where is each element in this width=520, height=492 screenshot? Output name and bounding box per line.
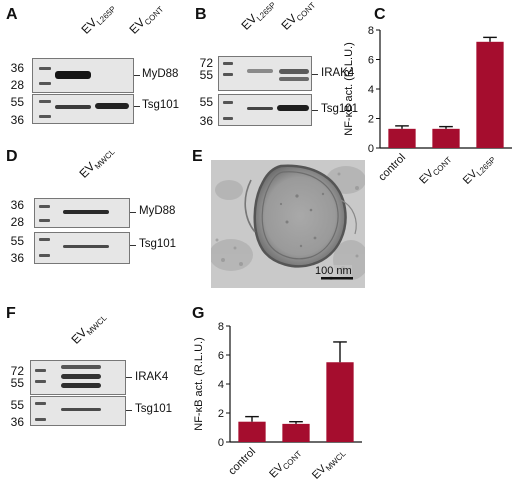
category-label: control bbox=[226, 446, 258, 478]
bar bbox=[238, 421, 266, 442]
band-label-tsg101: Tsg101 bbox=[142, 99, 180, 111]
band-label-myd88: MyD88 bbox=[139, 205, 176, 217]
marker-label: 36 bbox=[10, 61, 24, 75]
y-tick-label: 8 bbox=[368, 25, 374, 37]
marker-label: 55 bbox=[199, 95, 213, 109]
lane-label-f-1: EVMWCL bbox=[68, 313, 109, 347]
marker-label: 36 bbox=[10, 251, 24, 265]
panel-letter-g: G bbox=[192, 305, 205, 322]
electron-micrograph: 100 nm bbox=[209, 160, 369, 288]
band-label-tsg101: Tsg101 bbox=[321, 103, 359, 115]
marker-label: 55 bbox=[10, 376, 24, 390]
marker-label: 36 bbox=[10, 198, 24, 212]
panel-letter-c: C bbox=[374, 6, 386, 23]
marker-label: 28 bbox=[10, 215, 24, 229]
marker-label: 28 bbox=[10, 78, 24, 92]
marker-label: 55 bbox=[10, 398, 24, 412]
category-label: control bbox=[376, 152, 408, 184]
band-label-tsg101: Tsg101 bbox=[135, 403, 173, 415]
marker-label: 36 bbox=[10, 113, 24, 127]
bar-chart-g: 0 2 4 6 8 NF-κB act. (R.L.U.) control EVCONTEVM… bbox=[193, 321, 362, 483]
y-tick-label: 6 bbox=[368, 55, 374, 67]
bar bbox=[326, 362, 354, 442]
blot-d-myd88 bbox=[34, 198, 130, 228]
lane-label-a-1: EVL265P bbox=[78, 4, 118, 37]
category-label: EVCONT bbox=[417, 152, 453, 188]
y-tick-label: 0 bbox=[368, 143, 374, 155]
band-label-irak4: IRAK4 bbox=[135, 371, 169, 383]
bar bbox=[476, 41, 504, 148]
lane-label-d-1: EVMWCL bbox=[76, 147, 117, 181]
y-tick-label: 4 bbox=[368, 84, 374, 96]
band-label-irak4: IRAK4 bbox=[321, 67, 355, 79]
marker-label: 55 bbox=[10, 234, 24, 248]
blot-f-tsg101 bbox=[30, 396, 126, 426]
marker-label: 36 bbox=[10, 415, 24, 429]
bar-chart-c: 0 2 4 6 8 NF-κB act. (R.L.U.) control EVCONT EVL… bbox=[343, 25, 512, 189]
category-label: EVCONT bbox=[267, 446, 303, 482]
blot-f-irak4 bbox=[30, 360, 126, 395]
bar bbox=[282, 423, 310, 442]
blot-a-tsg101 bbox=[32, 94, 134, 124]
blot-b-tsg101 bbox=[218, 94, 312, 126]
panel-letter-e: E bbox=[192, 148, 203, 165]
marker-label: 72 bbox=[10, 364, 24, 378]
marker-label: 55 bbox=[199, 68, 213, 82]
y-tick-label: 4 bbox=[218, 379, 224, 391]
bar bbox=[388, 128, 416, 148]
y-tick-label: 0 bbox=[218, 437, 224, 449]
blot-a-myd88 bbox=[32, 58, 134, 93]
y-tick-label: 6 bbox=[218, 350, 224, 362]
y-tick-label: 2 bbox=[368, 114, 374, 126]
marker-label: 36 bbox=[199, 114, 213, 128]
y-tick-label: 2 bbox=[218, 408, 224, 420]
category-label: EVL265P bbox=[461, 152, 498, 189]
band-label-tsg101: Tsg101 bbox=[139, 238, 177, 250]
category-label: EVMWCL bbox=[310, 445, 348, 483]
lane-label-b-1: EVL265P bbox=[238, 0, 278, 33]
lane-label-b-2: EVCONT bbox=[278, 0, 318, 33]
panel-letter-f: F bbox=[6, 305, 16, 322]
scale-bar-label: 100 nm bbox=[315, 265, 352, 277]
lane-label-a-2: EVCONT bbox=[126, 4, 166, 37]
blot-d-tsg101 bbox=[34, 232, 130, 264]
band-label-myd88: MyD88 bbox=[142, 68, 179, 80]
panel-letter-b: B bbox=[195, 6, 207, 23]
marker-label: 72 bbox=[199, 56, 213, 70]
marker-label: 55 bbox=[10, 95, 24, 109]
panel-letter-d: D bbox=[6, 148, 18, 165]
y-axis-label: NF-κB act. (R.L.U.) bbox=[193, 337, 205, 431]
y-axis-label: NF-κB act. (R.L.U.) bbox=[343, 42, 355, 136]
y-tick-label: 8 bbox=[218, 321, 224, 333]
panel-letter-a: A bbox=[6, 6, 18, 23]
blot-b-irak4 bbox=[218, 56, 312, 91]
bar bbox=[432, 128, 460, 148]
